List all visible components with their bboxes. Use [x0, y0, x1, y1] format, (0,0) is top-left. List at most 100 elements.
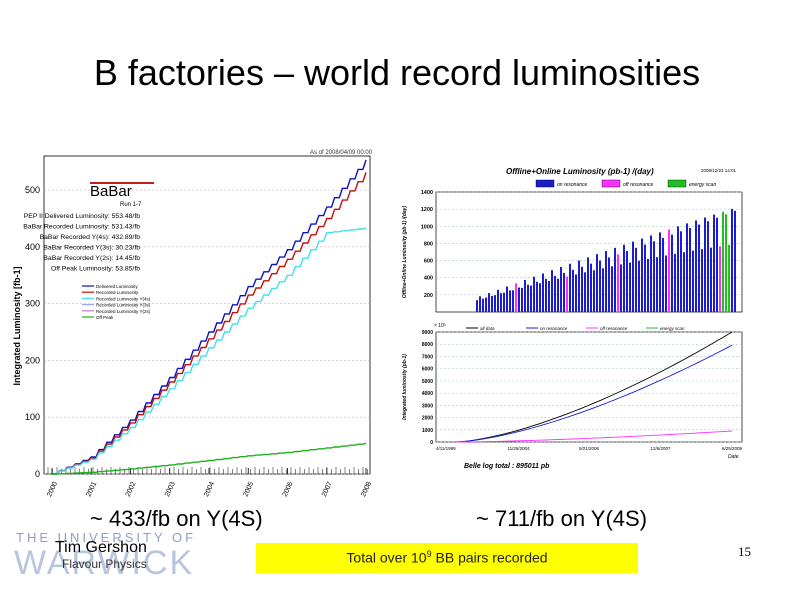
belle-daily-bar — [500, 293, 502, 312]
belle-daily-bar — [491, 295, 493, 312]
belle-daily-bar — [623, 244, 625, 312]
babar-stat-line: BaBar Recorded Y(2s): 14.45/fb — [43, 255, 140, 262]
belle-daily-bar — [647, 258, 649, 312]
belle-luminosity-chart: Offline+Online Luminosity (pb-1) /(day) 2… — [396, 162, 748, 474]
belle-daily-bar — [593, 270, 595, 312]
belle-daily-bar — [734, 210, 736, 312]
belle-xtick-label: 12/6/2007 — [651, 446, 672, 451]
belle-legend-swatch — [535, 179, 555, 188]
belle-daily-bar — [677, 226, 679, 312]
belle-daily-bar — [527, 284, 529, 312]
belle-xlabel: Date — [728, 454, 739, 460]
belle-daily-bar — [569, 263, 571, 312]
belle-daily-bar — [668, 229, 670, 312]
belle-daily-bar — [482, 298, 484, 312]
belle-caption: ~ 711/fb on Y(4S) — [476, 506, 648, 531]
belle-daily-bar — [515, 283, 517, 312]
belle-daily-bar — [644, 244, 646, 312]
babar-logo-bar — [90, 182, 154, 184]
page-number: 15 — [738, 544, 751, 559]
babar-legend-label: Recorded Luminosity Y(2s) — [96, 309, 151, 314]
belle-xtick-label: 11/25/2004 — [508, 446, 531, 451]
belle-bottom-legend-label: on resonance — [540, 326, 568, 331]
babar-stat-line: BaBar Recorded Y(4s): 432.89/fb — [40, 234, 141, 241]
belle-daily-bar — [551, 270, 553, 312]
banner-suffix: BB pairs recorded — [431, 549, 548, 566]
belle-daily-bar — [671, 234, 673, 312]
belle-xtick-label: 5/21/2006 — [579, 446, 600, 451]
belle-top-ytick-label: 400 — [424, 276, 433, 282]
belle-daily-bar — [524, 279, 526, 312]
belle-daily-bar — [545, 278, 547, 312]
babar-stat-line: PEP II Delivered Luminosity: 553.48/fb — [24, 213, 140, 220]
belle-daily-bar — [506, 286, 508, 312]
babar-run-label: Run 1-7 — [120, 202, 142, 208]
babar-ytick-label: 500 — [25, 185, 40, 195]
babar-legend-label: Recorded Luminosity Y(4s) — [96, 296, 151, 301]
belle-daily-bar — [629, 262, 631, 312]
belle-daily-bar — [665, 255, 667, 312]
belle-bottom-ytick-label: 4000 — [422, 391, 433, 397]
belle-daily-bar — [518, 287, 520, 312]
babar-series-line — [52, 227, 367, 475]
belle-xtick-label: 4/11/1999 — [436, 446, 456, 451]
belle-bottom-ytick-label: 6000 — [422, 367, 433, 373]
babar-ytick-label: 100 — [25, 412, 40, 422]
babar-stat-line: BaBar Recorded Y(3s): 30.23/fb — [43, 245, 140, 252]
belle-legend-label: off resonance — [623, 182, 654, 188]
belle-bottom-ytick-label: 3000 — [422, 403, 433, 409]
belle-date-note: 2009/12/23 14:01 — [701, 168, 737, 173]
belle-daily-bar — [557, 278, 559, 312]
belle-daily-bar — [710, 247, 712, 312]
belle-daily-bar — [578, 260, 580, 312]
belle-daily-bar — [608, 257, 610, 312]
belle-daily-bar — [641, 238, 643, 312]
belle-daily-bar — [479, 296, 481, 312]
belle-top-ylabel: Offline+Online Luminosity (pb-1) /(day) — [402, 206, 408, 299]
belle-daily-bar — [575, 274, 577, 312]
belle-bottom-legend-label: all data — [480, 326, 495, 331]
department-name: Flavour Physics — [62, 557, 147, 571]
belle-daily-bar — [494, 295, 496, 312]
belle-daily-bar — [698, 224, 700, 312]
babar-ytick-label: 0 — [35, 469, 40, 479]
svg-text:WARWICK: WARWICK — [14, 544, 194, 578]
banner-text: Total over 109 BB pairs recorded — [256, 549, 638, 566]
belle-daily-bar — [548, 280, 550, 312]
belle-daily-bar — [701, 249, 703, 312]
belle-cumulative-line — [455, 331, 733, 443]
belle-daily-bar — [590, 263, 592, 312]
belle-daily-bar — [509, 290, 511, 312]
belle-top-ytick-label: 200 — [424, 293, 433, 299]
belle-daily-bar — [617, 254, 619, 312]
bb-pairs-banner: Total over 109 BB pairs recorded — [256, 543, 638, 573]
belle-daily-bar — [656, 257, 658, 312]
belle-legend-label: on resonance — [557, 182, 588, 188]
babar-legend-label: Delivered Luminosity — [96, 284, 139, 289]
belle-daily-bar — [683, 252, 685, 312]
svg-text:THE UNIVERSITY OF: THE UNIVERSITY OF — [16, 530, 194, 545]
belle-daily-bar — [674, 253, 676, 312]
babar-series-line — [52, 442, 367, 475]
belle-daily-bar — [626, 251, 628, 312]
babar-date-note: As of 2008/04/09 00:00 — [310, 150, 373, 156]
belle-top-ytick-label: 1200 — [421, 207, 433, 213]
babar-ytick-label: 300 — [25, 299, 40, 309]
babar-stat-line: Off Peak Luminosity: 53.85/fb — [51, 266, 140, 273]
slide-title: B factories – world record luminosities — [93, 52, 701, 93]
belle-daily-bar — [584, 272, 586, 312]
belle-daily-bar — [560, 267, 562, 312]
belle-top-ytick-label: 800 — [424, 241, 433, 247]
belle-bottom-ytick-label: 0 — [430, 440, 433, 446]
belle-bottom-frame — [435, 331, 743, 443]
belle-daily-bar — [620, 264, 622, 312]
babar-ylabel: Integrated Luminosity [fb-1] — [12, 266, 22, 385]
belle-daily-bar — [599, 260, 601, 312]
presenter-name: Tim Gershon — [55, 539, 147, 556]
belle-daily-bar — [536, 281, 538, 312]
belle-daily-bar — [728, 244, 730, 312]
babar-logo: BaBar — [90, 183, 132, 200]
belle-bottom-legend-label: off resonance — [600, 326, 628, 331]
belle-bottom-ylabel: Integrated luminosity (pb-1) — [402, 354, 408, 420]
